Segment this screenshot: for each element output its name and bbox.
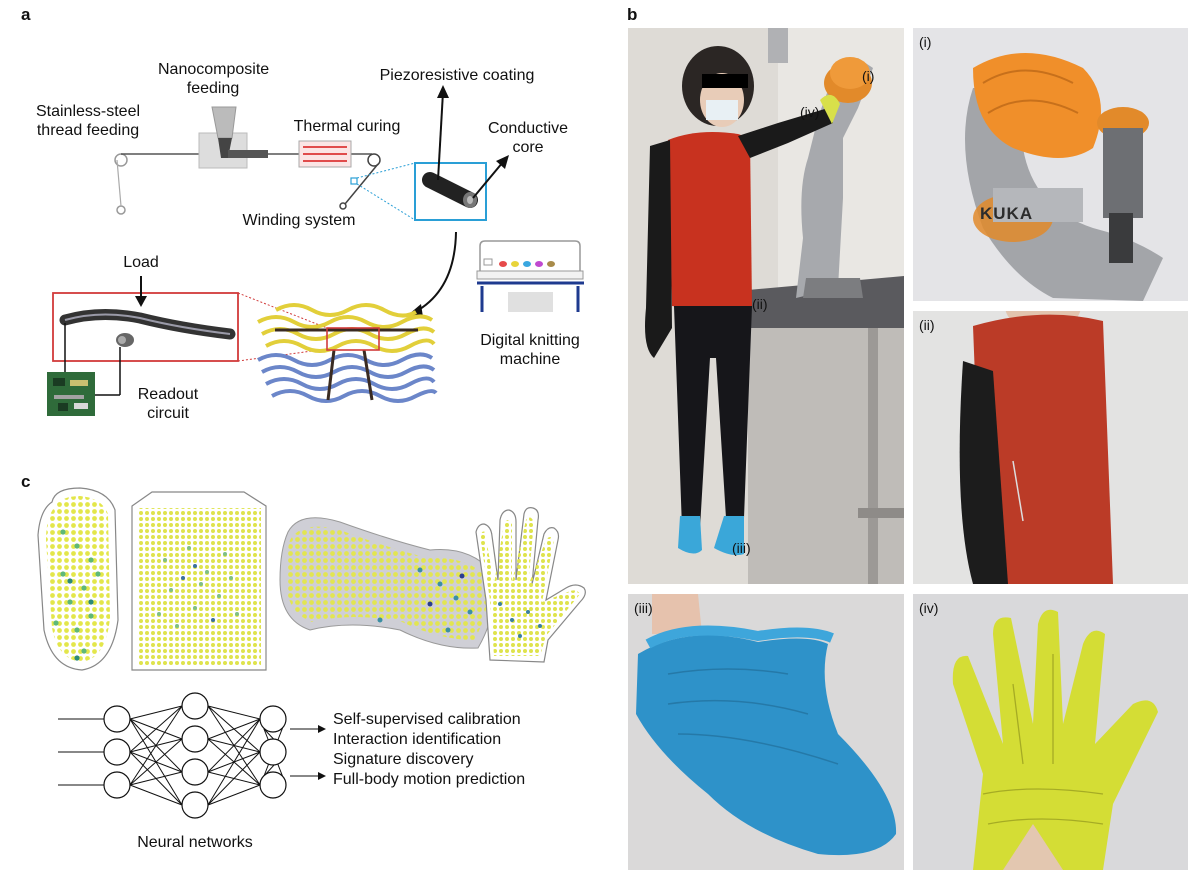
vest xyxy=(668,132,752,310)
panel-c-letter: c xyxy=(21,472,31,491)
kuka-logo: KUKA xyxy=(980,204,1034,223)
knitting-label-line1: Digital knitting xyxy=(480,332,580,349)
readout-label-line2: circuit xyxy=(147,405,189,422)
robot-arm-photo xyxy=(913,28,1188,301)
glove xyxy=(952,609,1158,870)
conductive-label-line2: core xyxy=(512,139,544,156)
main-photo xyxy=(628,28,904,584)
nn-hidden-node xyxy=(181,692,209,720)
stainless-label-line2: thread feeding xyxy=(36,122,140,139)
nn-input-node xyxy=(103,771,131,799)
load-label: Load xyxy=(123,254,159,271)
output-label-motion: Full-body motion prediction xyxy=(333,771,526,788)
winding-pulley xyxy=(367,153,381,167)
nn-input-node xyxy=(103,705,131,733)
nanocomposite-label-line2: feeding xyxy=(186,80,240,97)
sock-sensor-map xyxy=(37,487,119,671)
nn-hidden-node xyxy=(181,791,209,819)
sock xyxy=(636,635,897,856)
sub-label-iii: (iii) xyxy=(634,600,653,616)
nn-hidden-node xyxy=(259,738,287,766)
knitted-cover xyxy=(973,53,1101,158)
sub-label-i: (i) xyxy=(919,34,932,50)
stainless-label-line1: Stainless-steel xyxy=(35,103,141,120)
glove-sensor-map xyxy=(475,507,586,663)
feed-spool xyxy=(116,205,126,215)
main-label-i: (i) xyxy=(862,68,875,84)
panel-b-letter: b xyxy=(627,5,638,24)
sock-right xyxy=(714,516,744,556)
sub-label-ii: (ii) xyxy=(919,317,935,333)
knitted-fabric xyxy=(257,303,438,403)
vest-photo xyxy=(913,311,1188,584)
sock-left xyxy=(678,516,702,554)
output-label-signature: Signature discovery xyxy=(333,751,474,768)
vest-sensor-map xyxy=(131,491,267,671)
stainless-thread-label: Stainless-steel thread feeding xyxy=(26,102,150,140)
fabrication-diagram xyxy=(47,85,584,416)
neural-networks-label: Neural networks xyxy=(137,834,253,851)
main-label-iv: (iv) xyxy=(800,104,820,120)
thermal-curing-oven xyxy=(298,140,352,168)
main-label-ii: (ii) xyxy=(752,296,768,312)
knitting-label-line2: machine xyxy=(499,351,561,368)
nn-hidden-node xyxy=(259,771,287,799)
main-label-iii: (iii) xyxy=(732,540,751,556)
panel-a-letter: a xyxy=(21,5,31,24)
neural-network-diagram xyxy=(58,692,326,819)
nn-hidden-node xyxy=(181,725,209,753)
sub-label-iv: (iv) xyxy=(919,600,939,616)
output-label-interaction: Interaction identification xyxy=(333,731,502,748)
nn-input-node xyxy=(103,738,131,766)
thermal-curing-label: Thermal curing xyxy=(293,118,401,135)
sensor-maps xyxy=(37,487,586,671)
conductive-label-line1: Conductive xyxy=(487,120,569,137)
robot-arm xyxy=(796,58,873,298)
nanocomposite-feeder xyxy=(198,106,268,169)
nanocomposite-label-line1: Nanocomposite xyxy=(158,61,270,78)
knitting-machine-icon xyxy=(476,240,584,312)
knitting-machine-label: Digital knitting machine xyxy=(466,331,594,369)
readout-label-line1: Readout xyxy=(137,386,199,403)
leggings xyxy=(674,306,752,528)
nn-hidden-node xyxy=(259,705,287,733)
sock-photo xyxy=(628,594,904,870)
conductive-core-label: Conductive core xyxy=(478,119,578,157)
fiber-cross-section xyxy=(422,172,478,208)
zoom-marker xyxy=(350,177,358,185)
robot-arm-sensor-map xyxy=(279,517,495,649)
output-label-calibration: Self-supervised calibration xyxy=(333,711,521,728)
nn-hidden-node xyxy=(181,758,209,786)
bottom-fiber-end xyxy=(116,333,134,347)
readout-circuit-board xyxy=(47,372,95,416)
winding-system-label: Winding system xyxy=(242,212,356,229)
readout-circuit-label: Readout circuit xyxy=(128,385,208,423)
glove-photo xyxy=(913,594,1188,870)
nanocomposite-label: Nanocomposite feeding xyxy=(158,60,270,98)
piezoresistive-label: Piezoresistive coating xyxy=(379,67,535,84)
